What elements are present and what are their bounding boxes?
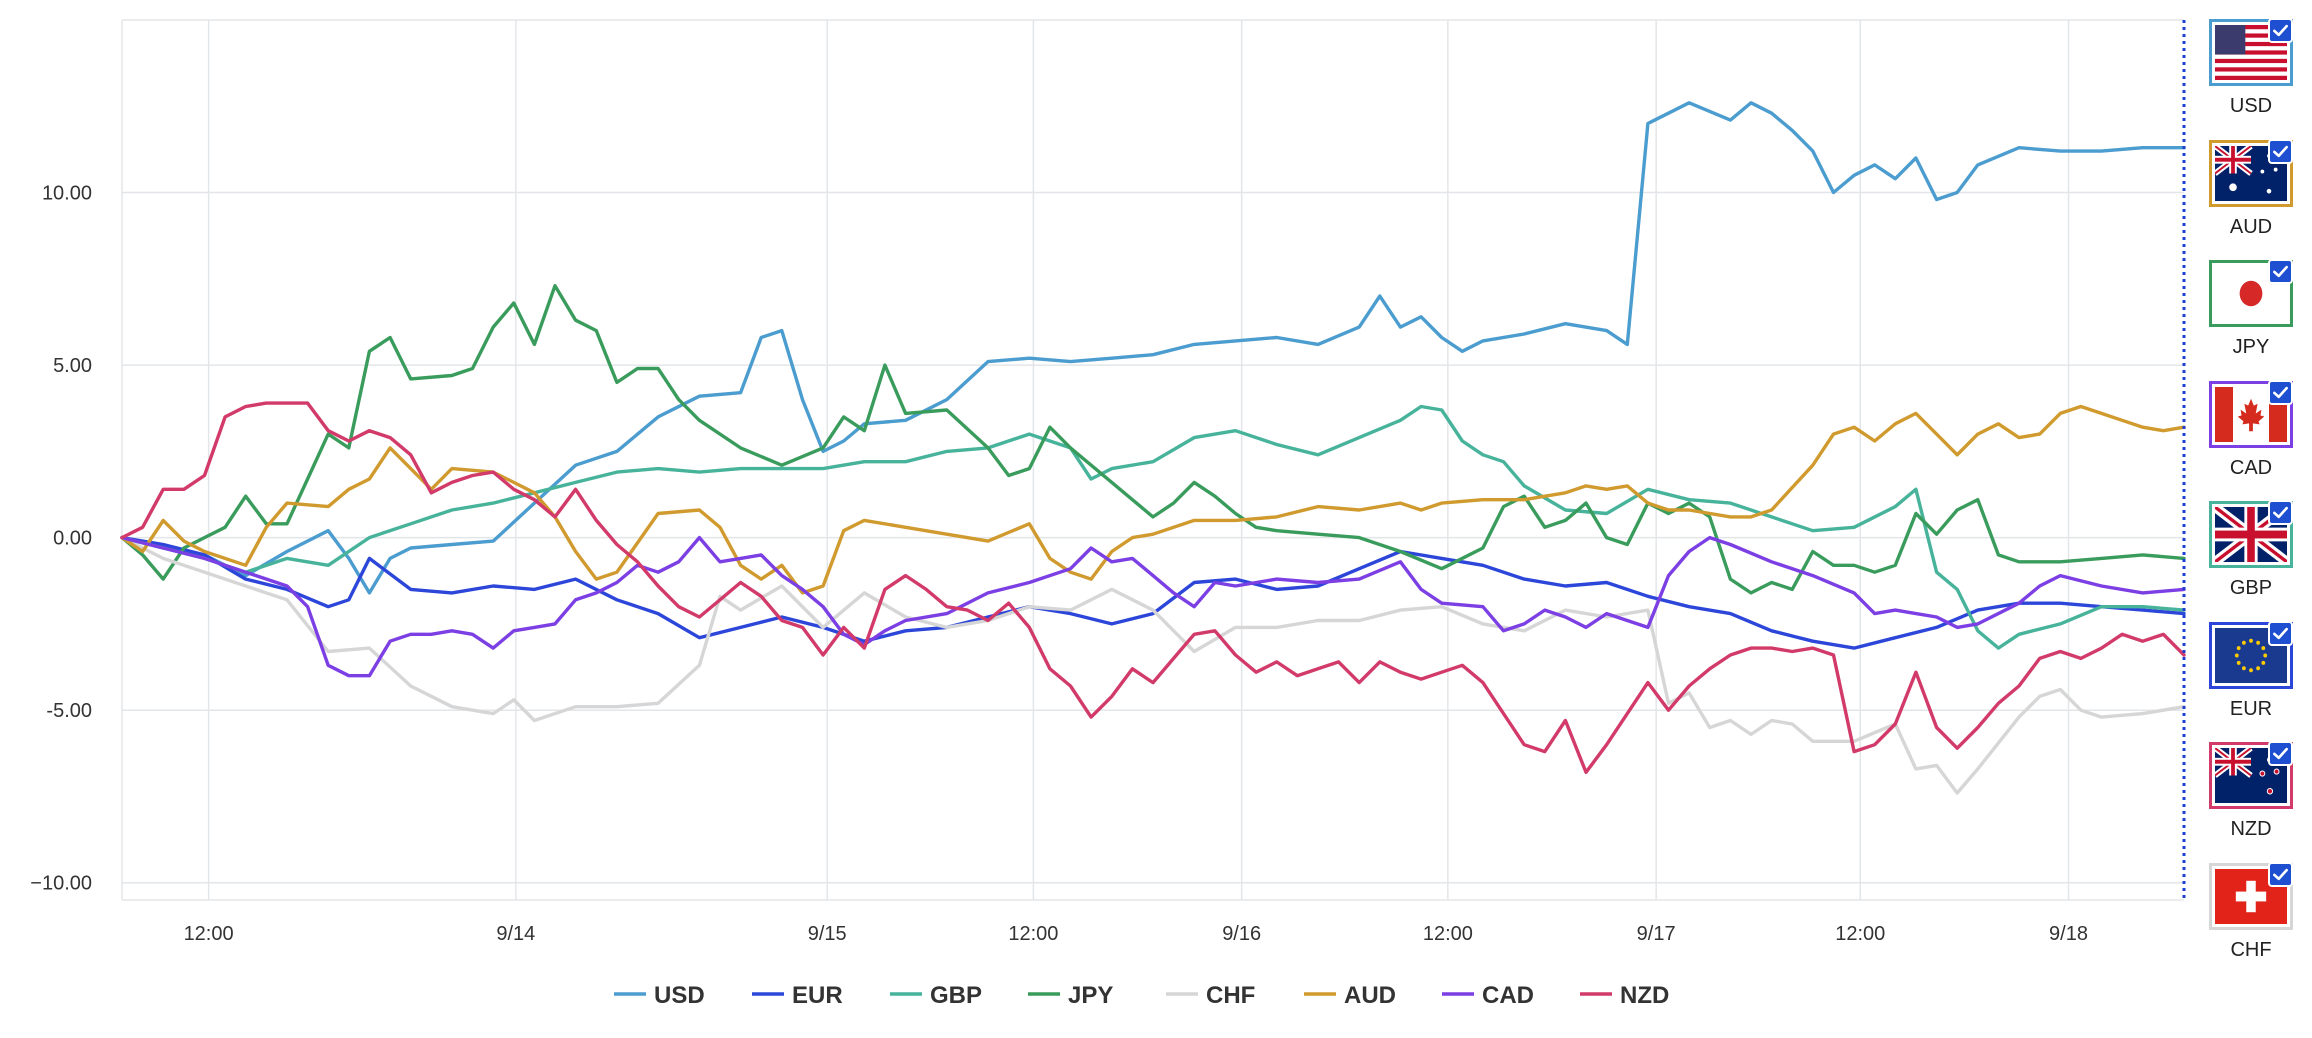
legend-item-nzd[interactable]: NZD bbox=[1620, 982, 1669, 1009]
checkbox-checked-icon[interactable] bbox=[2268, 259, 2293, 284]
currency-code-label: CHF bbox=[2230, 938, 2272, 961]
legend-item-chf[interactable]: CHF bbox=[1206, 982, 1255, 1009]
nz-flag-icon bbox=[2215, 748, 2287, 803]
y-tick-label: 10.00 bbox=[42, 183, 92, 205]
x-tick-label: 9/18 bbox=[2049, 923, 2088, 945]
currency-code-label: GBP bbox=[2229, 577, 2273, 599]
jp-flag-icon bbox=[2215, 266, 2287, 321]
series-line-eur bbox=[120, 535, 2186, 650]
series-line-jpy bbox=[120, 284, 2186, 595]
currency-toggle-chf[interactable]: CHF bbox=[2209, 858, 2293, 968]
currency-code-label: JPY bbox=[2232, 336, 2270, 358]
y-tick-label: 0.00 bbox=[53, 528, 92, 550]
y-tick-label: -5.00 bbox=[46, 700, 92, 722]
checkbox-checked-icon[interactable] bbox=[2268, 861, 2293, 887]
x-tick-label: 12:00 bbox=[184, 923, 234, 945]
currency-toggle-aud[interactable]: AUD bbox=[2209, 135, 2293, 245]
legend-item-cad[interactable]: CAD bbox=[1482, 982, 1534, 1009]
currency-toggle-eur[interactable]: EUR bbox=[2209, 617, 2293, 727]
y-tick-label: 5.00 bbox=[53, 355, 92, 377]
checkbox-checked-icon[interactable] bbox=[2268, 18, 2293, 43]
x-tick-label: 9/14 bbox=[496, 923, 535, 945]
x-tick-label: 9/15 bbox=[808, 923, 847, 945]
series-line-usd bbox=[120, 101, 2186, 595]
grid bbox=[121, 19, 2184, 901]
currency-code-label: NZD bbox=[2230, 818, 2272, 840]
series-line-gbp bbox=[120, 404, 2186, 650]
x-tick-label: 12:00 bbox=[1008, 923, 1058, 945]
currency-toggle-jpy[interactable]: JPY bbox=[2209, 255, 2293, 365]
currency-code-label: CAD bbox=[2229, 456, 2273, 479]
legend: USD EUR GBP JPY CHF AUD CAD NZD bbox=[614, 982, 1669, 1009]
flag-frame[interactable] bbox=[2209, 741, 2293, 809]
au-flag-icon bbox=[2215, 145, 2287, 201]
currency-toggle-nzd[interactable]: NZD bbox=[2209, 737, 2293, 847]
series-line-cad bbox=[120, 535, 2186, 678]
flag-frame[interactable] bbox=[2209, 620, 2293, 689]
series-line-aud bbox=[120, 404, 2186, 595]
flag-frame[interactable] bbox=[2209, 861, 2293, 930]
flag-frame[interactable] bbox=[2209, 18, 2293, 86]
x-tick-label: 9/17 bbox=[1637, 923, 1676, 945]
flag-frame[interactable] bbox=[2209, 500, 2293, 568]
currency-toggle-gbp[interactable]: GBP bbox=[2209, 496, 2293, 606]
series-lines bbox=[120, 101, 2186, 795]
flag-frame[interactable] bbox=[2209, 379, 2293, 448]
axes: 10.00 5.00 0.00 -5.00 −10.00 12:00 9/14 9/15 12:… bbox=[30, 183, 2088, 945]
gb-flag-icon bbox=[2215, 507, 2287, 562]
currency-code-label: AUD bbox=[2229, 215, 2273, 238]
flag-frame[interactable] bbox=[2209, 138, 2293, 207]
legend-item-gbp[interactable]: GBP bbox=[930, 982, 982, 1009]
series-line-nzd bbox=[120, 401, 2186, 774]
x-tick-label: 12:00 bbox=[1423, 923, 1473, 945]
checkbox-checked-icon[interactable] bbox=[2268, 620, 2293, 646]
currency-code-label: USD bbox=[2229, 95, 2273, 117]
flag-frame[interactable] bbox=[2209, 259, 2293, 327]
legend-item-jpy[interactable]: JPY bbox=[1068, 982, 1113, 1009]
legend-item-aud[interactable]: AUD bbox=[1344, 982, 1396, 1009]
checkbox-checked-icon[interactable] bbox=[2268, 138, 2293, 164]
currency-code-label: EUR bbox=[2229, 697, 2273, 720]
series-line-chf bbox=[120, 535, 2186, 795]
checkbox-checked-icon[interactable] bbox=[2268, 379, 2293, 405]
checkbox-checked-icon[interactable] bbox=[2268, 500, 2293, 525]
currency-toggle-cad[interactable]: CAD bbox=[2209, 376, 2293, 486]
legend-item-eur[interactable]: EUR bbox=[792, 982, 843, 1009]
y-tick-label: −10.00 bbox=[30, 873, 92, 895]
currency-toggle-usd[interactable]: USD bbox=[2209, 14, 2293, 124]
x-tick-label: 9/16 bbox=[1222, 923, 1261, 945]
us-flag-icon bbox=[2215, 25, 2287, 80]
x-tick-label: 12:00 bbox=[1835, 923, 1885, 945]
legend-item-usd[interactable]: USD bbox=[654, 982, 705, 1009]
checkbox-checked-icon[interactable] bbox=[2268, 741, 2293, 766]
